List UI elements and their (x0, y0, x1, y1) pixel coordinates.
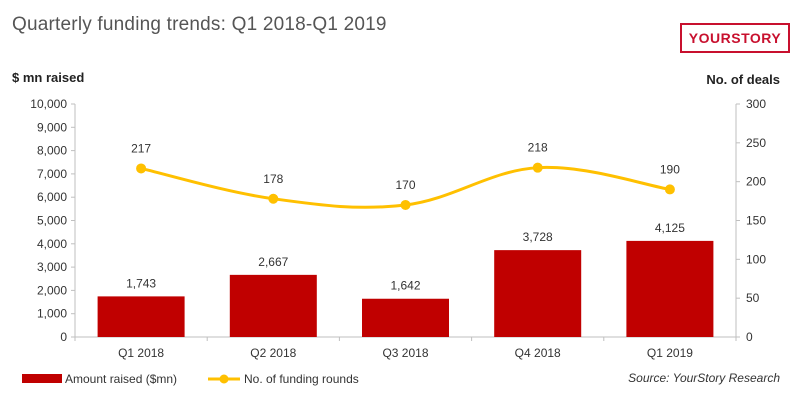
y2-tick-label: 0 (746, 330, 753, 344)
bar (362, 298, 449, 337)
yourstory-logo: YOURSTORY (680, 23, 790, 53)
y-tick-label: 2,000 (37, 283, 67, 297)
bar-value-label: 4,125 (655, 221, 685, 235)
line-point (268, 193, 279, 204)
bar-series (97, 240, 714, 337)
y-tick-label: 10,000 (30, 97, 67, 111)
source-note: Source: YourStory Research (628, 371, 780, 385)
data-labels: 1,743 2,667 1,642 3,728 4,125 217 178 170 218 190 (126, 141, 685, 293)
y-tick-label: 7,000 (37, 167, 67, 181)
x-tick-label: Q3 2018 (382, 346, 428, 360)
line-value-label: 178 (263, 172, 283, 186)
legend-swatch-bar (22, 374, 62, 383)
y2-tick-label: 250 (746, 136, 766, 150)
line-value-label: 190 (660, 162, 680, 176)
y2-tick-label: 100 (746, 252, 766, 266)
y-tick-label: 4,000 (37, 237, 67, 251)
bar (229, 274, 317, 337)
bar (626, 240, 714, 337)
y2-tick-label: 200 (746, 175, 766, 189)
line-point (664, 184, 675, 195)
line-series (136, 162, 675, 210)
y-tick-label: 0 (60, 330, 67, 344)
y-tick-label: 9,000 (37, 120, 67, 134)
y2-tick-label: 50 (746, 291, 760, 305)
chart-title: Quarterly funding trends: Q1 2018-Q1 201… (12, 14, 387, 35)
line-value-label: 217 (131, 141, 151, 155)
x-tick-label: Q1 2018 (118, 346, 164, 360)
y-axis-label-right: No. of deals (706, 72, 780, 87)
y-tick-label: 3,000 (37, 260, 67, 274)
legend-label-bar: Amount raised ($mn) (65, 372, 177, 386)
bar-value-label: 3,728 (523, 230, 553, 244)
y-tick-label: 6,000 (37, 190, 67, 204)
y2-tick-label: 150 (746, 214, 766, 228)
x-tick-label: Q2 2018 (250, 346, 296, 360)
y-tick-label: 5,000 (37, 214, 67, 228)
line-value-label: 218 (528, 141, 548, 155)
legend: Amount raised ($mn) No. of funding rounds (22, 372, 359, 386)
bar-value-label: 1,642 (390, 279, 420, 293)
bar-value-label: 1,743 (126, 276, 156, 290)
legend-label-line: No. of funding rounds (244, 372, 359, 386)
bar-value-label: 2,667 (258, 255, 288, 269)
y-tick-label: 8,000 (37, 144, 67, 158)
x-tick-label: Q1 2019 (647, 346, 693, 360)
line-point (136, 163, 147, 174)
x-tick-label: Q4 2018 (515, 346, 561, 360)
y-tick-label: 1,000 (37, 307, 67, 321)
line-point (532, 162, 543, 173)
y-axis-label-left: $ mn raised (12, 70, 85, 85)
line-point (400, 199, 411, 210)
bar (97, 296, 185, 337)
line-value-label: 170 (395, 178, 415, 192)
legend-swatch-point (219, 374, 229, 384)
y2-tick-label: 300 (746, 97, 766, 111)
bar (494, 250, 582, 337)
